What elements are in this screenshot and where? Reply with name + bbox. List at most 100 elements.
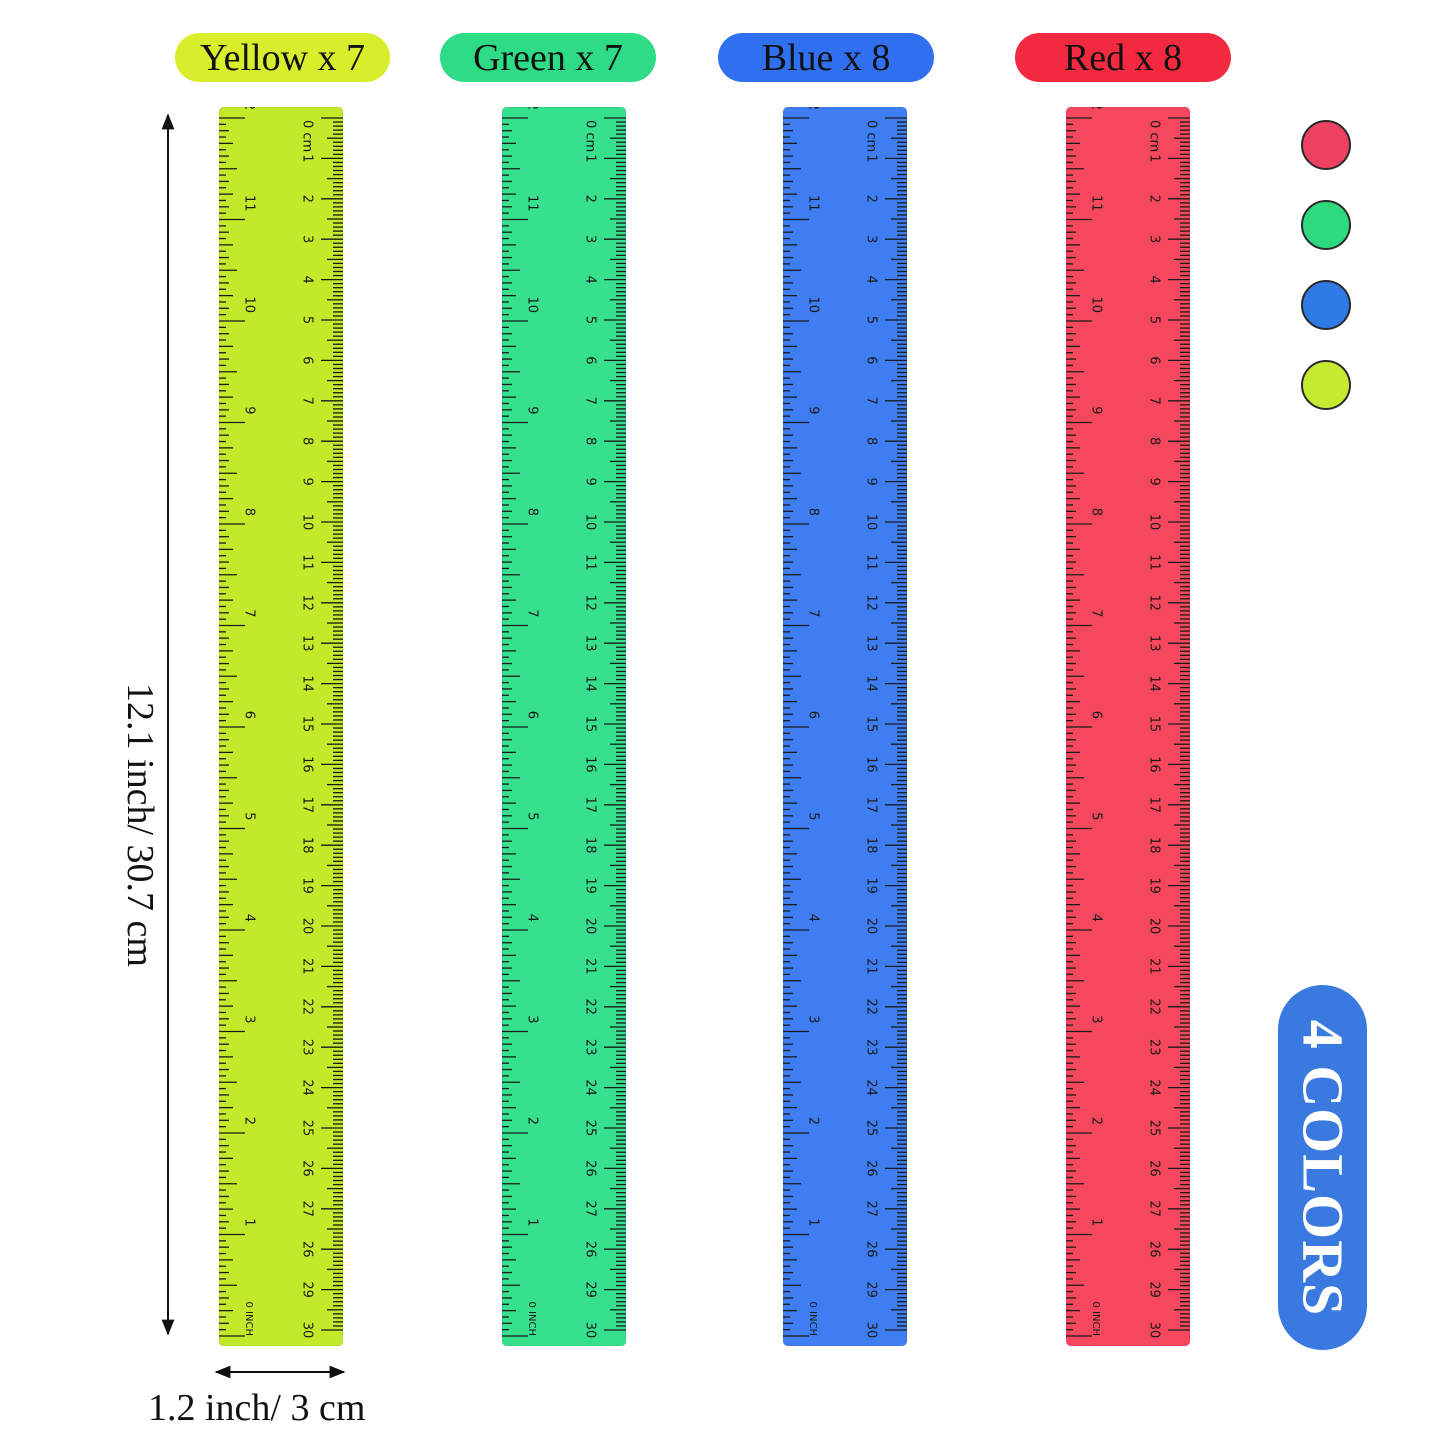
cm-label: 30 [300,1322,315,1339]
cm-label: 7 [583,397,598,405]
cm-label: 1 [583,154,598,162]
cm-label: 5 [864,316,879,324]
inch-label: 10 [242,296,257,313]
cm-label: 29 [300,1281,315,1298]
quantity-label-3: Red x 8 [1015,33,1231,82]
cm-label: 21 [300,958,315,975]
inch-label: 12 [525,107,540,110]
cm-label: 26 [864,1160,879,1177]
inch-label: 2 [806,1117,821,1125]
cm-label: 2 [300,195,315,203]
cm-label: 29 [1147,1281,1162,1298]
cm-label: 5 [1147,316,1162,324]
inch-label: 6 [806,711,821,719]
cm-label: 1 [300,154,315,162]
cm-label: 18 [300,837,315,854]
cm-label: 1 [864,154,879,162]
inch-label: 9 [242,406,257,414]
cm-label: 17 [1147,797,1162,814]
color-swatch-0 [1301,120,1351,170]
cm-label: 25 [583,1120,598,1137]
cm-label: 11 [583,554,598,571]
cm-label: 30 [1147,1322,1162,1339]
cm-label: 18 [1147,837,1162,854]
cm-label: 19 [583,877,598,894]
cm-label: 22 [864,999,879,1016]
cm-label: 15 [1147,716,1162,733]
cm-label: 13 [583,635,598,652]
cm-label: 30 [864,1322,879,1339]
cm-label: 4 [300,275,315,283]
cm-label: 21 [1147,958,1162,975]
quantity-label-2: Blue x 8 [718,33,934,82]
inch-label: 2 [525,1117,540,1125]
cm-label: 24 [300,1079,315,1096]
cm-label: 15 [300,716,315,733]
ruler-1: 0 cm123456789101112131415161718192021222… [502,107,626,1346]
cm-label: 14 [583,675,598,692]
cm-label: 29 [864,1281,879,1298]
cm-label: 19 [864,877,879,894]
cm-label: 16 [300,756,315,773]
cm-label: 16 [1147,756,1162,773]
cm-label: 7 [1147,397,1162,405]
cm-label: 6 [583,356,598,364]
inch-label: 0 INCH [526,1302,537,1336]
cm-label: 20 [300,918,315,935]
cm-label: 14 [300,675,315,692]
inch-label: 10 [1089,296,1104,313]
cm-label: 2 [583,195,598,203]
inch-label: 3 [806,1015,821,1023]
inch-label: 0 INCH [243,1302,254,1336]
quantity-label-0: Yellow x 7 [175,33,390,82]
cm-label: 20 [864,918,879,935]
cm-label: 0 cm [1147,120,1162,152]
inch-label: 7 [242,609,257,617]
inch-label: 11 [525,195,540,212]
cm-label: 14 [1147,675,1162,692]
cm-label: 26 [583,1160,598,1177]
cm-label: 27 [583,1201,598,1218]
inch-label: 4 [1089,914,1104,922]
cm-label: 10 [583,514,598,531]
inch-label: 2 [1089,1117,1104,1125]
cm-label: 15 [583,716,598,733]
ruler-0: 0 cm123456789101112131415161718192021222… [219,107,343,1346]
cm-label: 25 [300,1120,315,1137]
length-dimension-label: 12.1 inch/ 30.7 cm [119,683,161,967]
inch-label: 4 [806,914,821,922]
inch-label: 1 [525,1218,540,1226]
inch-label: 10 [525,296,540,313]
cm-label: 5 [583,316,598,324]
cm-label: 8 [300,437,315,445]
width-dimension-label: 1.2 inch/ 3 cm [148,1387,366,1429]
inch-label: 12 [1089,107,1104,110]
cm-label: 10 [1147,514,1162,531]
inch-label: 6 [242,711,257,719]
inch-label: 11 [806,195,821,212]
cm-label: 18 [583,837,598,854]
cm-label: 27 [300,1201,315,1218]
cm-label: 14 [864,675,879,692]
inch-label: 7 [1089,609,1104,617]
inch-label: 4 [242,914,257,922]
ruler-body [783,107,907,1346]
cm-label: 2 [1147,195,1162,203]
cm-label: 27 [864,1201,879,1218]
cm-label: 0 cm [300,120,315,152]
cm-label: 11 [300,554,315,571]
cm-label: 23 [1147,1039,1162,1056]
cm-label: 22 [300,999,315,1016]
cm-label: 11 [1147,554,1162,571]
cm-label: 22 [1147,999,1162,1016]
inch-label: 12 [242,107,257,110]
cm-label: 26 [1147,1241,1162,1258]
color-swatch-2 [1301,280,1351,330]
inch-label: 6 [1089,711,1104,719]
inch-label: 11 [1089,195,1104,212]
cm-label: 13 [300,635,315,652]
inch-label: 3 [525,1015,540,1023]
cm-label: 21 [583,958,598,975]
ruler-2: 0 cm123456789101112131415161718192021222… [783,107,907,1346]
